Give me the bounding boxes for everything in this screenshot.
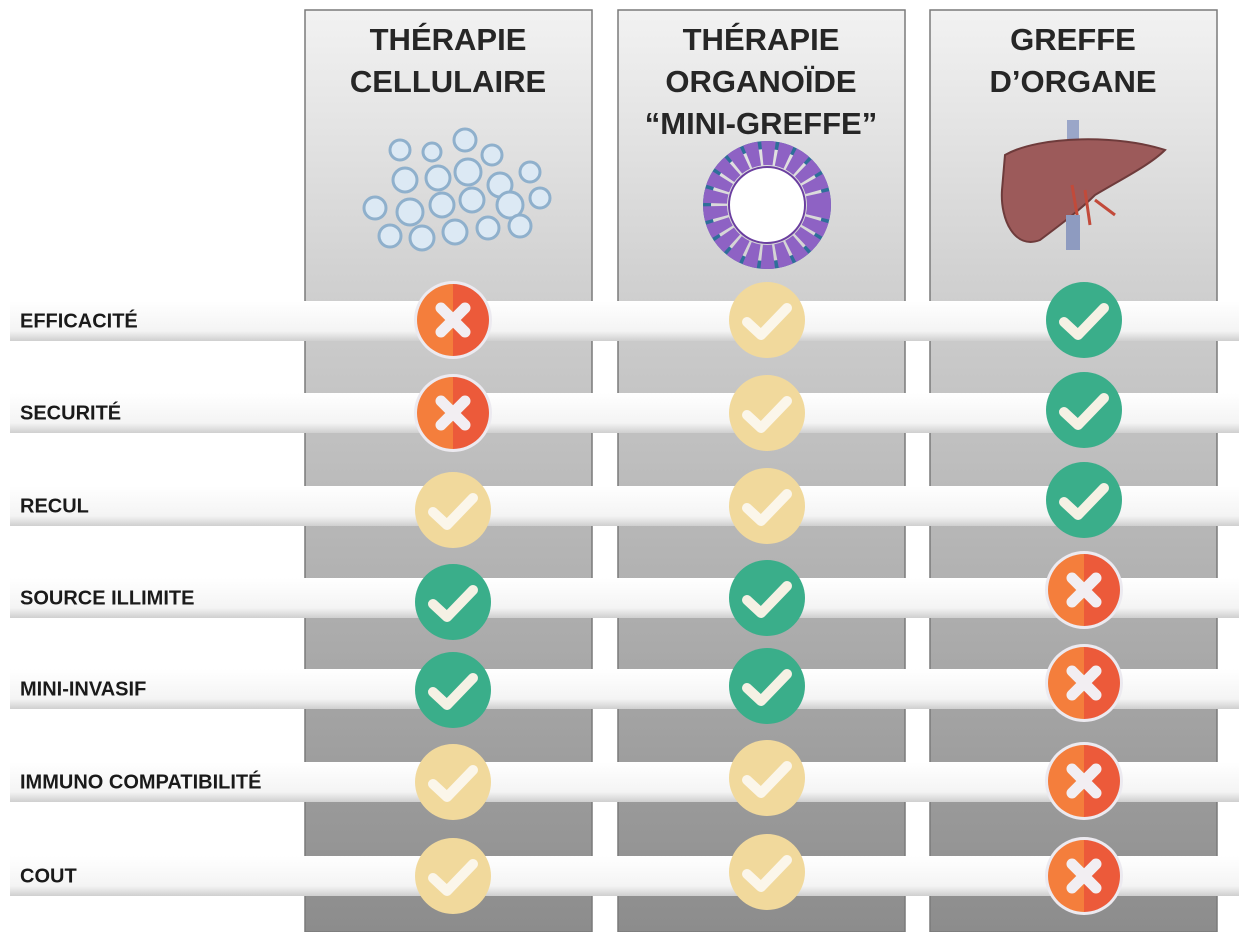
row-label: IMMUNO COMPATIBILITÉ <box>20 770 261 793</box>
column-title: CELLULAIRE <box>350 64 546 99</box>
check-icon <box>729 560 805 636</box>
row-label: SECURITÉ <box>20 401 121 424</box>
cross-icon <box>1045 742 1123 820</box>
row-label: COUT <box>20 865 77 887</box>
column-title: D’ORGANE <box>989 64 1156 99</box>
cross-icon <box>414 374 492 452</box>
row-label: SOURCE ILLIMITE <box>20 587 194 609</box>
check-icon-partial <box>729 375 805 451</box>
check-icon-partial <box>729 834 805 910</box>
check-icon <box>415 564 491 640</box>
row-label: EFFICACITÉ <box>20 309 138 332</box>
cross-icon <box>1045 644 1123 722</box>
check-icon <box>1046 462 1122 538</box>
check-icon-partial <box>729 468 805 544</box>
check-icon-partial <box>415 472 491 548</box>
row-label: RECUL <box>20 495 89 517</box>
check-icon-partial <box>415 838 491 914</box>
check-icon <box>729 648 805 724</box>
organoid-illustration <box>703 141 831 269</box>
column-title: THÉRAPIE <box>370 22 527 57</box>
row-bands <box>10 301 1239 896</box>
cross-icon <box>1045 551 1123 629</box>
cross-icon <box>414 281 492 359</box>
column-title: ORGANOÏDE <box>665 64 856 99</box>
cells-illustration <box>362 127 552 252</box>
row-label: MINI-INVASIF <box>20 678 146 700</box>
column-title: THÉRAPIE <box>683 22 840 57</box>
liver-illustration <box>1000 120 1167 250</box>
check-icon-partial <box>415 744 491 820</box>
check-icon-partial <box>729 282 805 358</box>
column-title: “MINI-GREFFE” <box>645 106 878 141</box>
check-icon <box>1046 372 1122 448</box>
check-icon <box>415 652 491 728</box>
column-title: GREFFE <box>1010 22 1136 57</box>
check-icon-partial <box>729 740 805 816</box>
check-icon <box>1046 282 1122 358</box>
cross-icon <box>1045 837 1123 915</box>
